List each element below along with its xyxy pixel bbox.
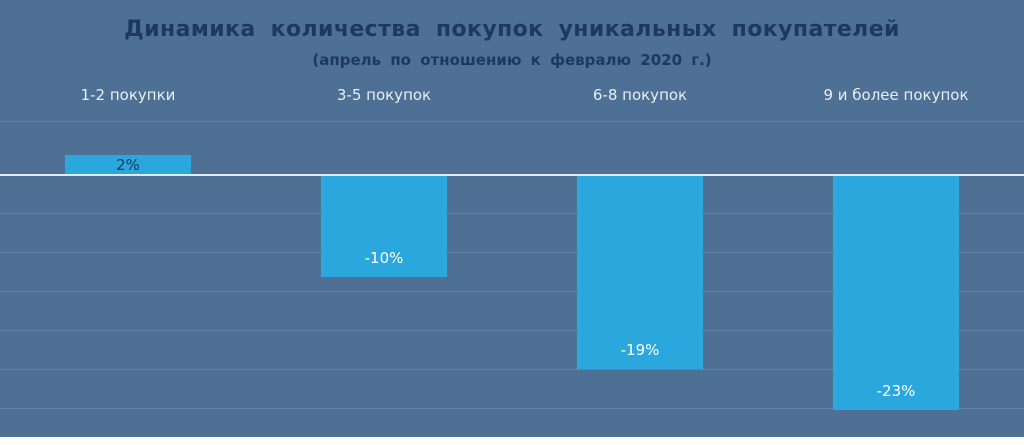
gridline — [0, 330, 1024, 331]
gridline — [0, 369, 1024, 370]
category-column-3-5: 3-5 покупок -10% — [256, 0, 512, 437]
chart-title: Динамика количества покупок уникальных п… — [124, 17, 900, 42]
bar-value-label: -10% — [364, 249, 404, 267]
gridline — [0, 252, 1024, 253]
zero-axis-line — [0, 174, 1024, 176]
gridline — [0, 291, 1024, 292]
bar-3-5-purchases: -10% — [321, 175, 447, 277]
bar-6-8-purchases: -19% — [577, 175, 703, 369]
category-label: 1-2 покупки — [80, 86, 176, 104]
category-column-1-2: 1-2 покупки 2% — [0, 0, 256, 437]
category-label: 9 и более покупок — [823, 86, 969, 104]
bar-value-label: -19% — [620, 341, 660, 359]
category-column-9-plus: 9 и более покупок -23% — [768, 0, 1024, 437]
category-column-6-8: 6-8 покупок -19% — [512, 0, 768, 437]
chart-subtitle: (апрель по отношению к февралю 2020 г.) — [312, 51, 712, 69]
category-label: 3-5 покупок — [336, 86, 432, 104]
bar-1-2-purchases: 2% — [65, 155, 191, 175]
gridline — [0, 213, 1024, 214]
gridline — [0, 408, 1024, 409]
category-label: 6-8 покупок — [592, 86, 688, 104]
bar-9-plus-purchases: -23% — [833, 175, 959, 410]
gridline — [0, 121, 1024, 122]
bar-value-label: 2% — [116, 156, 140, 174]
bar-value-label: -23% — [876, 382, 916, 400]
